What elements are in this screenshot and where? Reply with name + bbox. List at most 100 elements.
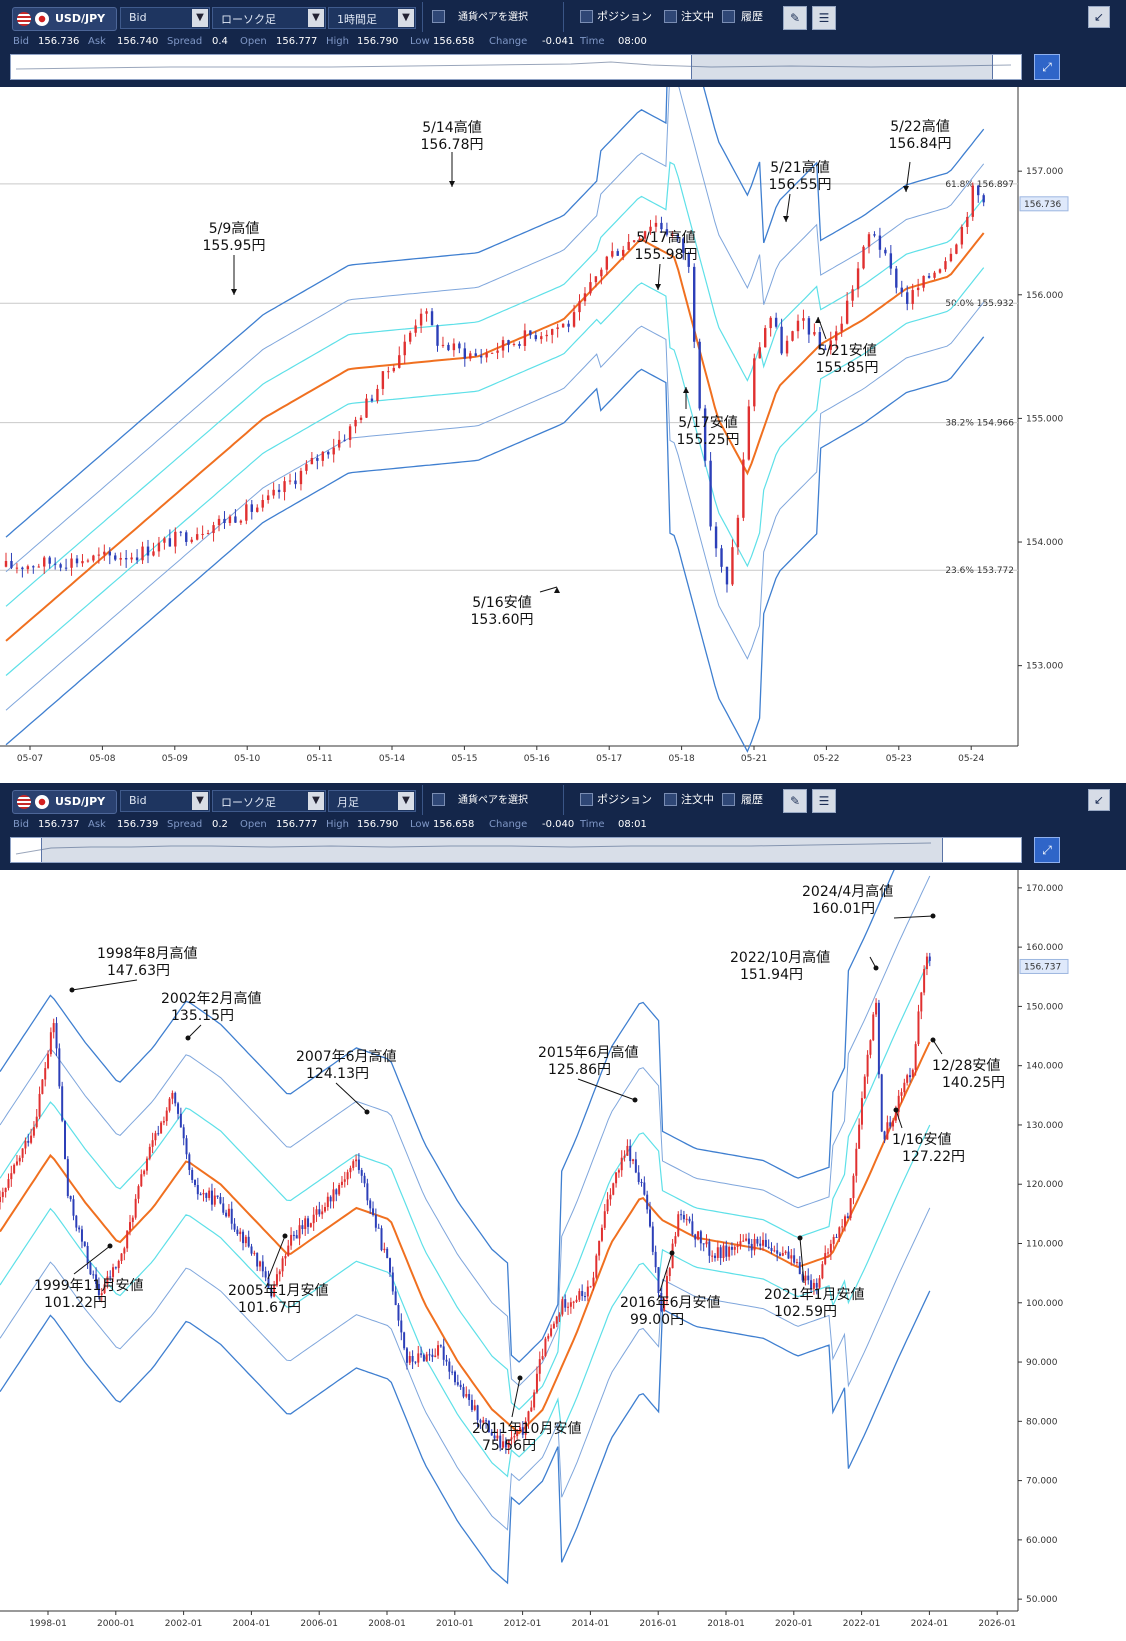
navigator-selection[interactable]: [41, 838, 943, 862]
candle-body: [4, 1187, 7, 1193]
candle-body: [445, 1359, 448, 1362]
candle-body: [578, 1291, 581, 1300]
annotation-label: 12/28安値: [932, 1058, 1000, 1074]
candle-body: [622, 249, 625, 256]
draw-tool-icon[interactable]: ✎: [783, 789, 807, 813]
candle-body: [572, 312, 576, 327]
candle-body: [626, 1145, 629, 1156]
open-label: Open: [240, 36, 267, 47]
candle-body: [32, 1127, 35, 1136]
candle-body: [649, 226, 652, 232]
candle-body: [310, 457, 314, 465]
y-tick-label: 160.000: [1026, 943, 1063, 953]
candle-body: [202, 1193, 205, 1195]
pair-select-label[interactable]: 通貨ペアを選択: [458, 12, 528, 23]
band-upper-1: [0, 958, 931, 1411]
time-value: 08:01: [618, 819, 647, 830]
candle-body: [288, 480, 292, 482]
candle-body: [725, 566, 729, 585]
range-navigator[interactable]: [10, 837, 1022, 863]
chevron-down-icon: ▼: [308, 792, 324, 810]
timeframe-select[interactable]: 月足 ▼: [328, 790, 416, 812]
band-lower-3: [0, 1290, 931, 1585]
candle-body: [392, 367, 396, 372]
pair-select-label[interactable]: 通貨ペアを選択: [458, 795, 528, 806]
candle-body: [195, 534, 199, 540]
candle-body: [510, 1437, 513, 1440]
positions-checkbox[interactable]: [580, 10, 593, 23]
positions-checkbox[interactable]: [580, 793, 593, 806]
currency-pair-selector[interactable]: USD/JPY: [12, 7, 117, 31]
toolbar-divider: [563, 785, 564, 815]
candle-body: [534, 335, 538, 340]
annotation-label: 1/16安値: [892, 1132, 951, 1148]
orders-label: 注文中: [681, 793, 714, 806]
settings-list-icon[interactable]: ☰: [812, 789, 836, 813]
candle-body: [617, 1170, 620, 1173]
candle-body: [89, 1263, 92, 1275]
candle-body: [714, 526, 718, 549]
annotation-price: 102.59円: [774, 1304, 837, 1320]
candle-body: [606, 1199, 609, 1212]
x-tick-label: 2022-01: [843, 1619, 881, 1629]
candle-body: [889, 253, 893, 269]
candle-body: [691, 1221, 694, 1235]
band-upper-1: [5, 161, 985, 607]
candle-body: [264, 1271, 267, 1278]
candle-body: [318, 1209, 321, 1215]
price-type-select[interactable]: Bid ▼: [120, 7, 210, 29]
chevron-down-icon: ▼: [192, 792, 208, 810]
orders-checkbox[interactable]: [664, 10, 677, 23]
candle-body: [10, 1173, 13, 1180]
history-checkbox[interactable]: [722, 793, 735, 806]
chart-type-select[interactable]: ローソク足 ▼: [212, 790, 326, 812]
candle-body: [212, 525, 215, 534]
bid-value: 156.736: [38, 36, 80, 47]
candle-body: [869, 1040, 872, 1055]
candle-body: [824, 1253, 827, 1265]
arrowhead-icon: [783, 216, 789, 222]
candle-body: [434, 1355, 437, 1357]
candle-body: [465, 1394, 468, 1397]
candle-body: [637, 1172, 640, 1182]
low-label: Low: [410, 819, 430, 830]
orders-checkbox[interactable]: [664, 793, 677, 806]
candle-body: [53, 563, 57, 565]
candle-body: [812, 1282, 815, 1289]
currency-pair-selector[interactable]: USD/JPY: [12, 790, 117, 814]
navigator-selection[interactable]: [691, 55, 993, 79]
candle-body: [21, 1148, 24, 1158]
candle-body: [52, 1023, 55, 1033]
settings-list-icon[interactable]: ☰: [812, 6, 836, 30]
pair-select-checkbox[interactable]: [432, 793, 445, 806]
price-type-value: Bid: [129, 794, 147, 807]
pair-select-checkbox[interactable]: [432, 10, 445, 23]
x-tick-label: 2004-01: [233, 1619, 271, 1629]
collapse-icon[interactable]: ↙: [1088, 789, 1110, 811]
price-type-select[interactable]: Bid ▼: [120, 790, 210, 812]
candle-body: [611, 251, 614, 257]
candle-body: [117, 1260, 120, 1269]
history-checkbox[interactable]: [722, 10, 735, 23]
annotation-label: 2007年6月高値: [296, 1048, 397, 1065]
x-tick-label: 05-24: [958, 754, 984, 764]
draw-tool-icon[interactable]: ✎: [783, 6, 807, 30]
range-navigator[interactable]: [10, 54, 1022, 80]
candle-body: [872, 1014, 875, 1041]
candle-body: [30, 1135, 33, 1143]
candle-body: [140, 1174, 143, 1187]
chart-type-select[interactable]: ローソク足 ▼: [212, 7, 326, 29]
candle-body: [971, 185, 974, 217]
expand-icon[interactable]: ⤢: [1034, 837, 1060, 863]
collapse-icon[interactable]: ↙: [1088, 6, 1110, 28]
candle-body: [223, 518, 226, 524]
expand-icon[interactable]: ⤢: [1034, 54, 1060, 80]
candle-body: [640, 1181, 643, 1183]
candle-body: [386, 1248, 389, 1259]
y-tick-label: 155.000: [1026, 414, 1063, 424]
timeframe-select[interactable]: 1時間足 ▼: [328, 7, 416, 29]
hourly-chart-panel: USD/JPY Bid ▼ ローソク足 ▼ 1時間足 ▼ 通貨ペアを選択 ポジシ…: [0, 0, 1126, 778]
x-tick-label: 05-10: [234, 754, 260, 764]
candle-body: [292, 1234, 295, 1236]
candle-body: [380, 1228, 383, 1251]
